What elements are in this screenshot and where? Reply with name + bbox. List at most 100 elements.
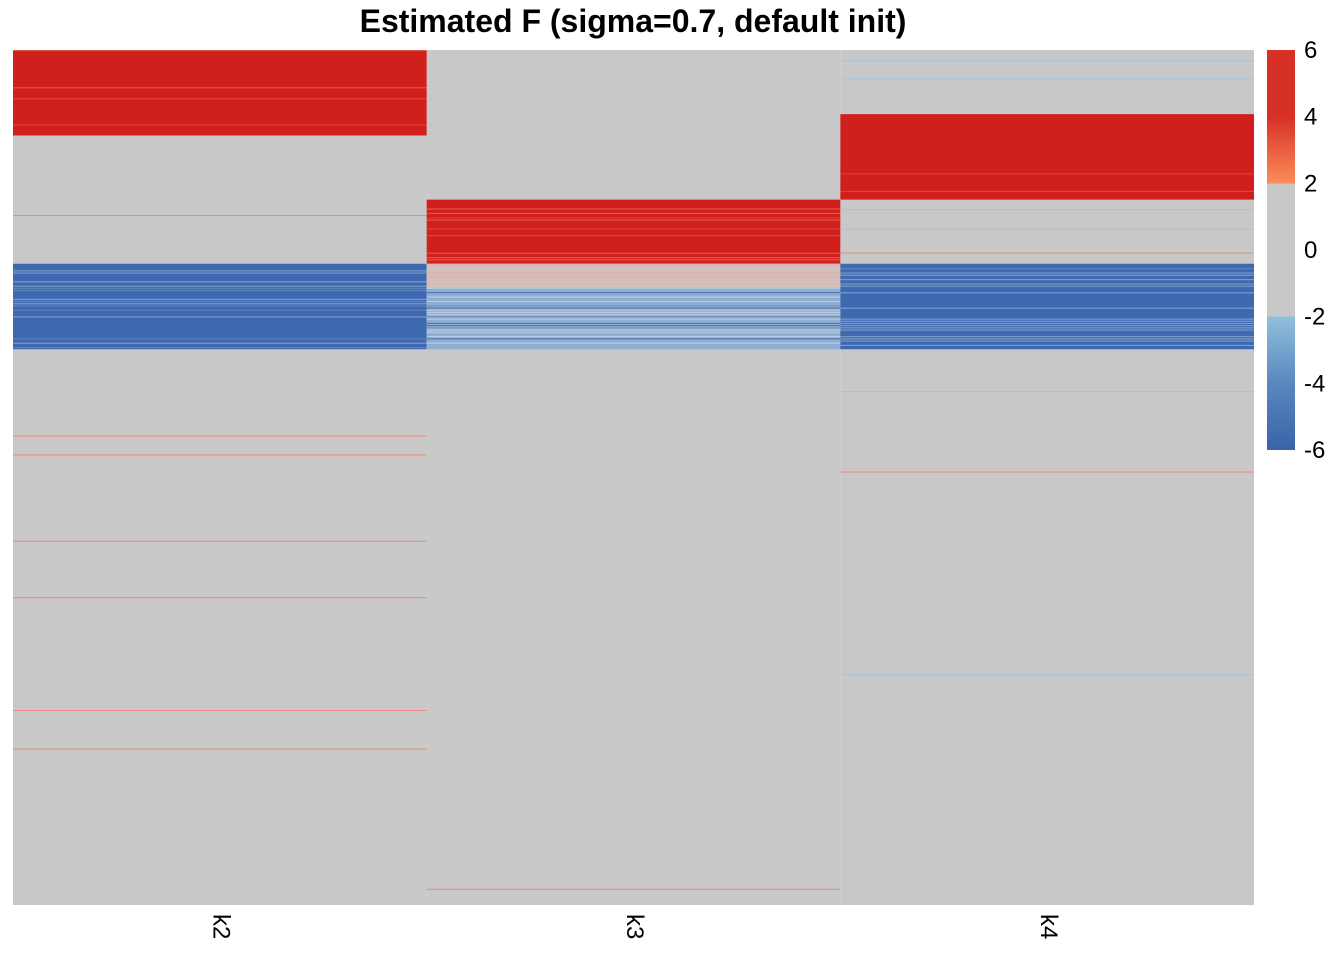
heatmap-cell — [840, 268, 1254, 270]
heatmap-cell — [840, 263, 1254, 350]
color-legend: 6 4 2 0 -2 -4 -6 — [1267, 37, 1325, 464]
heatmap-cell — [840, 325, 1254, 327]
heatmap-cell — [426, 318, 841, 320]
heatmap-cell — [13, 298, 427, 300]
heatmap-cell — [426, 268, 841, 270]
heatmap-cell — [426, 285, 841, 287]
heatmap-cell — [840, 329, 1254, 331]
heatmap-cell — [13, 124, 427, 126]
heatmap-cell — [13, 285, 427, 287]
heatmap-cell — [840, 283, 1254, 285]
heatmap-cell — [426, 263, 841, 265]
heatmap-cell-k4-row-186 — [840, 209, 1254, 211]
heatmap-cell — [840, 344, 1254, 346]
heatmap-cell — [13, 305, 427, 307]
heatmap-cell — [426, 300, 841, 302]
heatmap-cell — [840, 318, 1254, 320]
heatmap-cell — [426, 287, 841, 289]
heatmap-cell-k2-row-772 — [13, 710, 427, 712]
heatmap-cell — [426, 278, 841, 281]
heatmap-block-k2-0 — [13, 50, 427, 136]
heatmap-cell — [426, 219, 841, 221]
heatmap-cell — [426, 307, 841, 309]
heatmap-cell — [426, 305, 841, 307]
heatmap-cell — [426, 272, 841, 274]
heatmap-cell — [13, 50, 427, 52]
heatmap-cell — [426, 217, 841, 219]
heatmap-cell — [426, 322, 841, 324]
heatmap-column-k3 — [426, 50, 841, 905]
heatmap-block-k3-250 — [426, 263, 841, 288]
legend-tick-label: -2 — [1304, 304, 1325, 331]
heatmap-cell-k4-row-12 — [840, 60, 1254, 62]
heatmap-cell — [426, 336, 841, 338]
heatmap-cell — [840, 320, 1254, 322]
heatmap-cell — [840, 292, 1254, 294]
heatmap-cell — [426, 327, 841, 329]
heatmap-cell — [426, 296, 841, 298]
heatmap-cell-k4-row-33 — [840, 78, 1254, 80]
heatmap-cell — [426, 331, 841, 333]
heatmap-cell — [426, 208, 841, 210]
heatmap-cell — [13, 338, 427, 340]
heatmap-cell — [426, 235, 841, 237]
heatmap-cell — [13, 347, 427, 349]
heatmap-cell-k2-row-193 — [13, 215, 427, 217]
heatmap-cell-k2-row-451 — [13, 435, 427, 437]
legend-tick-label: 2 — [1304, 170, 1317, 197]
heatmap-cell — [840, 114, 1254, 200]
chart-title: Estimated F (sigma=0.7, default init) — [360, 3, 907, 39]
heatmap-cell-k4-row-237 — [840, 252, 1254, 254]
legend-tick-label: 4 — [1304, 104, 1317, 131]
legend-color-bar — [1267, 50, 1295, 450]
heatmap-cell — [840, 173, 1254, 175]
heatmap-cell — [426, 212, 841, 214]
column-labels: k2 k3 k4 — [207, 914, 1061, 939]
heatmap-cell-k2-row-574 — [13, 540, 427, 542]
legend-tick-label: 6 — [1304, 37, 1317, 64]
heatmap-cell — [13, 303, 427, 305]
heatmap-cell — [13, 272, 427, 274]
heatmap-cell — [426, 276, 841, 278]
heatmap-cell — [13, 87, 427, 89]
legend-ticks: 6 4 2 0 -2 -4 -6 — [1304, 37, 1325, 464]
heatmap-cell — [13, 316, 427, 318]
heatmap-cell — [426, 292, 841, 294]
heatmap-cell — [426, 259, 841, 261]
legend-tick-label: -4 — [1304, 370, 1325, 397]
heatmap-cell — [13, 342, 427, 344]
heatmap-cell — [840, 338, 1254, 340]
heatmap-cell — [426, 283, 841, 285]
heatmap-cell — [840, 340, 1254, 342]
column-label-k2: k2 — [207, 914, 234, 939]
heatmap-cell — [13, 309, 427, 311]
heatmap-cell — [13, 290, 427, 292]
heatmap-cell-k3-row-981 — [426, 888, 841, 890]
heatmap-cell — [840, 336, 1254, 338]
heatmap-cell — [840, 322, 1254, 325]
column-label-k3: k3 — [621, 914, 648, 939]
heatmap-cell — [426, 325, 841, 327]
heatmap-cell — [840, 274, 1254, 276]
heatmap-cell-k2-row-473 — [13, 454, 427, 456]
heatmap-cell — [840, 307, 1254, 309]
heatmap-cell-k2-row-817 — [13, 748, 427, 750]
legend-tick-label: -6 — [1304, 437, 1325, 464]
heatmap-cell — [840, 285, 1254, 287]
heatmap-block-k4-75 — [840, 114, 1254, 200]
heatmap-cell — [13, 281, 427, 283]
heatmap-column-k2 — [13, 50, 427, 905]
heatmap-cell — [426, 252, 841, 254]
heatmap-cell — [13, 301, 427, 303]
heatmap-cell — [13, 287, 427, 289]
heatmap-cell-k4-row-209 — [840, 228, 1254, 230]
heatmap-cell — [840, 272, 1254, 274]
heatmap-cell — [840, 190, 1254, 192]
heatmap-cell — [13, 98, 427, 100]
heatmap-cell — [840, 279, 1254, 281]
heatmap-cell — [840, 327, 1254, 329]
heatmap-cell — [426, 309, 841, 311]
column-label-k4: k4 — [1035, 914, 1062, 939]
legend-tick-label: 0 — [1304, 237, 1317, 264]
